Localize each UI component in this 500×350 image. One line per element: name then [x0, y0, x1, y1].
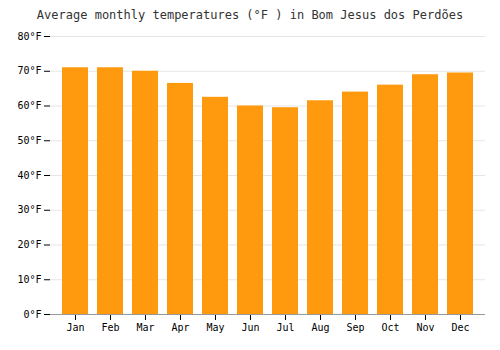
- svg-text:80°F: 80°F: [17, 31, 41, 42]
- html-text:Average monthly temperatures (: Average monthly temperatures (°F ) in Bo…: [36, 8, 464, 22]
- svg-text:Oct: Oct: [381, 322, 399, 333]
- svg-text:40°F: 40°F: [17, 170, 41, 181]
- svg-text:Nov: Nov: [416, 322, 434, 333]
- svg-text:30°F: 30°F: [17, 204, 41, 215]
- svg-text:Aug: Aug: [311, 322, 329, 333]
- svg-text:70°F: 70°F: [17, 65, 41, 76]
- svg-text:Jun: Jun: [241, 322, 259, 333]
- svg-text:May: May: [206, 322, 224, 333]
- svg-text:0°F: 0°F: [23, 309, 41, 320]
- svg-text:10°F: 10°F: [17, 274, 41, 285]
- svg-text:50°F: 50°F: [17, 135, 41, 146]
- svg-text:Feb: Feb: [101, 322, 119, 333]
- svg-text:Jul: Jul: [276, 322, 294, 333]
- svg-text:Jan: Jan: [66, 322, 84, 333]
- svg-text:60°F: 60°F: [17, 100, 41, 111]
- svg-text:20°F: 20°F: [17, 239, 41, 250]
- svg-text:Dec: Dec: [451, 322, 469, 333]
- svg-text:Sep: Sep: [346, 322, 364, 333]
- svg-text:Mar: Mar: [136, 322, 154, 333]
- svg-text:Apr: Apr: [171, 322, 189, 333]
